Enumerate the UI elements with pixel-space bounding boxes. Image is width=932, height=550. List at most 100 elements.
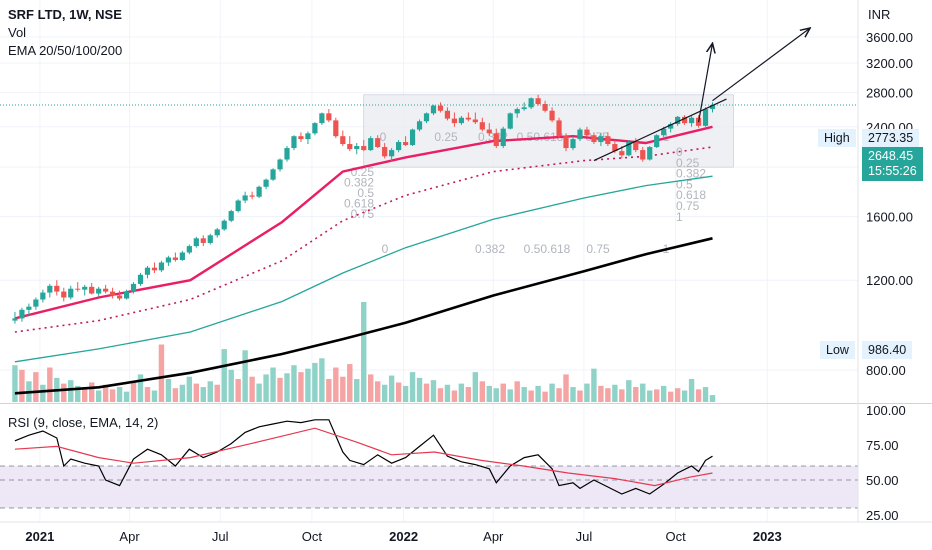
candle-body: [626, 142, 632, 156]
fib-retracement-box[interactable]: 0 0.25 0.382 0.50.618 0.75 10 0.382 0.50.618 0.7…: [344, 94, 734, 256]
ema-legend[interactable]: EMA 20/50/100/200: [8, 43, 123, 58]
volume-bar: [374, 381, 381, 402]
price-tick-label: 2800.00: [866, 86, 913, 101]
volume-bar: [563, 374, 569, 402]
volume-bar: [619, 389, 625, 402]
candle-body: [361, 146, 367, 151]
fib-right-label: 0.382: [676, 167, 706, 181]
candle-body: [116, 295, 123, 299]
volume-bar: [82, 388, 88, 402]
volume-bar: [570, 387, 576, 402]
volume-bar: [179, 384, 186, 402]
time-tick-label: Apr: [119, 529, 140, 544]
volume-bar: [458, 383, 465, 402]
volume-bar: [88, 382, 95, 402]
rsi-band: [0, 466, 858, 508]
price-tick-label: 3600.00: [866, 30, 913, 45]
volume-bar: [235, 379, 241, 402]
price-candles: [12, 94, 716, 324]
time-tick-label: 2022: [389, 529, 418, 544]
volume-bar: [647, 390, 653, 402]
volume-bar: [605, 388, 611, 402]
candle-body: [479, 122, 485, 130]
volume-bar: [674, 388, 681, 402]
candle-body: [458, 117, 464, 124]
candle-body: [214, 229, 220, 236]
rsi-pane[interactable]: [0, 403, 932, 509]
volume-bar: [200, 387, 206, 402]
volume-bar: [493, 388, 499, 402]
volume-bar: [305, 368, 311, 402]
fib-box[interactable]: [363, 94, 734, 168]
volume-bar: [228, 369, 234, 402]
volume-bar: [242, 350, 248, 402]
volume-bar: [528, 390, 534, 402]
time-tick-label: Oct: [302, 529, 323, 544]
trendlines[interactable]: [0, 28, 858, 162]
candle-body: [688, 117, 695, 124]
volume-bar: [277, 377, 283, 402]
volume-bar: [361, 302, 367, 402]
candle-body: [61, 291, 67, 298]
ema-line-ema200: [14, 237, 713, 395]
candle-body: [172, 257, 178, 260]
fib-bottom-label: 0: [382, 242, 389, 256]
volume-bar: [479, 381, 486, 402]
candle-body: [263, 179, 269, 187]
volume-bar: [654, 389, 660, 402]
candle-body: [200, 238, 206, 243]
volume-bar: [256, 383, 262, 402]
time-tick-label: 2023: [753, 529, 782, 544]
candle-body: [577, 129, 583, 140]
candle-body: [284, 148, 290, 160]
volume-bar: [423, 383, 430, 402]
volume-bar: [270, 367, 276, 402]
candle-body: [528, 98, 534, 108]
candle-body: [242, 195, 248, 201]
volume-bar: [633, 387, 639, 402]
fib-bottom-label: 0.382: [475, 242, 505, 256]
volume-bar: [221, 349, 227, 402]
candle-body: [12, 318, 18, 321]
trendline-arrow[interactable]: [697, 43, 713, 123]
fib-bottom-label: 0.75: [586, 242, 610, 256]
volume-bar: [340, 376, 346, 402]
candle-body: [256, 186, 262, 197]
time-tick-label: Apr: [483, 529, 504, 544]
low-tag-value: 986.40: [862, 341, 913, 359]
candle-body: [165, 257, 172, 263]
volume-bar: [612, 384, 618, 402]
trendline-arrow[interactable]: [712, 28, 811, 102]
candle-body: [451, 118, 458, 124]
volume-legend[interactable]: Vol: [8, 25, 27, 40]
fib-top-label: 0: [380, 130, 387, 144]
volume-bar: [47, 367, 53, 402]
volume-bar: [144, 387, 151, 402]
candle-body: [416, 121, 423, 130]
volume-bar: [95, 390, 102, 402]
candle-body: [179, 252, 185, 260]
rsi-tick-label: 100.00: [866, 403, 906, 418]
volume-bar: [667, 391, 674, 402]
volume-bar: [193, 383, 200, 402]
candle-body: [158, 262, 165, 271]
rsi-title[interactable]: RSI (9, close, EMA, 14, 2): [8, 415, 159, 430]
volume-bar: [158, 344, 165, 402]
candle-body: [26, 306, 32, 310]
candle-body: [354, 146, 360, 150]
candle-body: [123, 291, 130, 299]
price-tick-label: 1600.00: [866, 210, 913, 225]
candle-body: [486, 129, 492, 134]
last-price-value: 2648.45: [868, 149, 914, 163]
candle-body: [709, 104, 716, 110]
rsi-legend: RSI (9, close, EMA, 14, 2): [8, 414, 158, 432]
high-tag-label: High: [818, 129, 856, 147]
symbol-title[interactable]: SRF LTD, 1W, NSE: [8, 7, 122, 22]
candle-body: [500, 128, 506, 147]
volume-bar: [402, 385, 409, 402]
candle-body: [82, 286, 88, 290]
candle-body: [633, 142, 639, 151]
volume-bar: [33, 372, 39, 402]
trendline[interactable]: [593, 98, 727, 162]
